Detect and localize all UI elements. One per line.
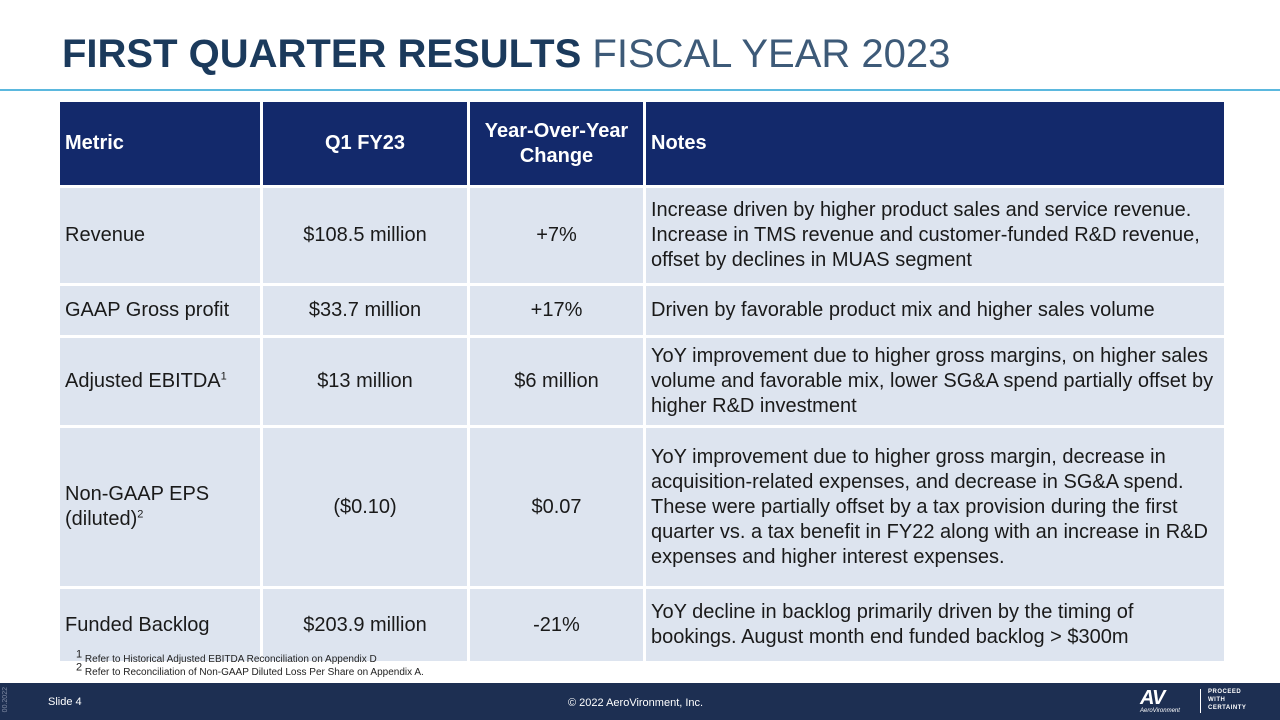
yoy-value-cell: $0.07: [467, 425, 646, 589]
copyright: © 2022 AeroVironment, Inc.: [568, 697, 704, 709]
footnote-1: 1 Refer to Historical Adjusted EBITDA Re…: [76, 648, 377, 665]
notes-cell: Driven by favorable product mix and high…: [643, 283, 1227, 338]
table-row: GAAP Gross profit $33.7 million +17% Dri…: [57, 283, 1227, 338]
title-divider: [0, 89, 1280, 91]
tagline: PROCEED WITH CERTAINTY: [1208, 689, 1247, 711]
notes-cell: Increase driven by higher product sales …: [643, 185, 1227, 286]
title-light: FISCAL YEAR 2023: [592, 32, 951, 76]
footnote-2: 2 Refer to Reconciliation of Non-GAAP Di…: [76, 661, 424, 678]
notes-cell: YoY decline in backlog primarily driven …: [643, 586, 1227, 664]
metric-cell: Non-GAAP EPS (diluted)2: [57, 425, 263, 589]
q1-value-cell: $108.5 million: [260, 185, 470, 286]
metric-label: Non-GAAP EPS (diluted): [65, 483, 210, 530]
table-row: Revenue $108.5 million +7% Increase driv…: [57, 185, 1227, 286]
title-bold: FIRST QUARTER RESULTS: [62, 32, 582, 76]
metric-label: Adjusted EBITDA: [65, 370, 221, 392]
q1-value-cell: $33.7 million: [260, 283, 470, 338]
header-metric: Metric: [57, 99, 263, 188]
q1-value-cell: ($0.10): [260, 425, 470, 589]
header-notes: Notes: [643, 99, 1227, 188]
metric-cell: Funded Backlog: [57, 586, 263, 664]
side-code: 00.2022: [2, 687, 9, 713]
footnote-ref: 2: [137, 508, 144, 521]
metric-label: Revenue: [65, 224, 146, 246]
yoy-value-cell: $6 million: [467, 335, 646, 428]
yoy-value-cell: +7%: [467, 185, 646, 286]
logo-mark: AV: [1140, 687, 1165, 709]
metric-label: GAAP Gross profit: [65, 299, 230, 321]
table-row: Funded Backlog $203.9 million -21% YoY d…: [57, 586, 1227, 664]
footer-bar: 00.2022 Slide 4 © 2022 AeroVironment, In…: [0, 683, 1280, 720]
logo-wordmark: AeroVironment: [1140, 708, 1180, 714]
results-table: Metric Q1 FY23 Year-Over-Year Change Not…: [57, 99, 1227, 664]
footnote-ref: 1: [220, 370, 227, 383]
footnotes: 1 Refer to Historical Adjusted EBITDA Re…: [76, 648, 424, 679]
metric-cell: Revenue: [57, 185, 263, 286]
table-header-row: Metric Q1 FY23 Year-Over-Year Change Not…: [57, 99, 1227, 188]
page-title: FIRST QUARTER RESULTS FISCAL YEAR 2023: [62, 30, 950, 78]
slide-number: Slide 4: [48, 696, 82, 708]
header-q1-fy23: Q1 FY23: [260, 99, 470, 188]
notes-cell: YoY improvement due to higher gross marg…: [643, 335, 1227, 428]
metric-cell: GAAP Gross profit: [57, 283, 263, 338]
q1-value-cell: $13 million: [260, 335, 470, 428]
header-yoy-change: Year-Over-Year Change: [467, 99, 646, 188]
q1-value-cell: $203.9 million: [260, 586, 470, 664]
logo-divider: [1200, 689, 1201, 713]
aerovironment-logo: AV AeroVironment: [1140, 688, 1194, 716]
notes-cell: YoY improvement due to higher gross marg…: [643, 425, 1227, 589]
yoy-value-cell: -21%: [467, 586, 646, 664]
table-row: Adjusted EBITDA1 $13 million $6 million …: [57, 335, 1227, 428]
yoy-value-cell: +17%: [467, 283, 646, 338]
table-row: Non-GAAP EPS (diluted)2 ($0.10) $0.07 Yo…: [57, 425, 1227, 589]
metric-label: Funded Backlog: [65, 613, 210, 636]
metric-cell: Adjusted EBITDA1: [57, 335, 263, 428]
